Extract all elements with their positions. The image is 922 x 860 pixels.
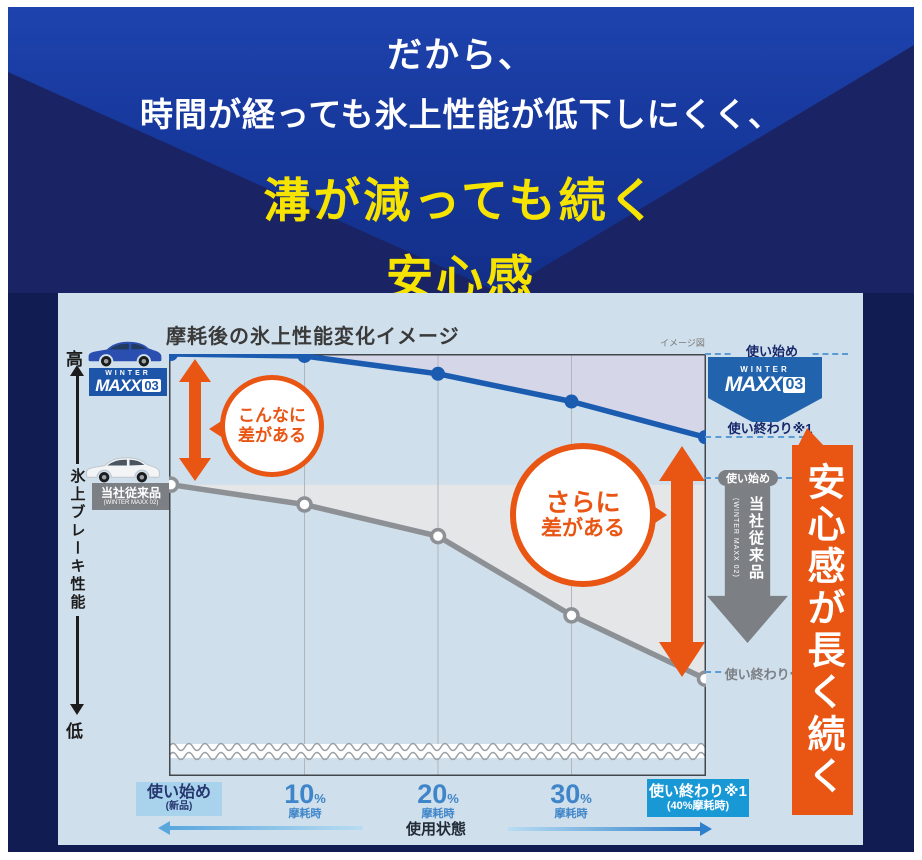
wear-suffix: 摩耗時 — [554, 808, 588, 820]
wear-30-value: 30 — [550, 779, 581, 809]
header-text-block: だから、 時間が経っても氷上性能が低下しにくく、 溝が減っても続く 安心感 — [8, 7, 914, 293]
arrow-up-icon — [70, 365, 84, 376]
x-label-start-badge: 使い始め (新品) — [136, 782, 222, 816]
header-highlight-line-1: 溝が減っても続く — [263, 174, 659, 227]
chart-title: 摩耗後の氷上性能変化イメージ — [166, 326, 460, 348]
blue-car-image — [88, 341, 162, 367]
gap-double-arrow-left — [179, 359, 211, 481]
percent-sign: % — [314, 791, 326, 806]
bubble-tail-left-icon — [209, 420, 223, 438]
chart-panel: 摩耗後の氷上性能変化イメージ イメージ図 高 氷上ブレーキ性能 低 — [58, 293, 863, 845]
white-car-image — [86, 457, 160, 483]
gap2-text-line1: さらに — [545, 488, 621, 517]
header-banner: だから、 時間が経っても氷上性能が低下しにくく、 溝が減っても続く 安心感 — [8, 7, 914, 293]
previous-product-badge: 当社従来品 (WINTER MAXX 02) — [92, 483, 170, 510]
gray-end-label: 使い終わり※1 — [724, 664, 810, 683]
percent-sign: % — [580, 791, 592, 806]
y-axis-line — [75, 376, 79, 464]
gap2-text-line2: 差がある — [541, 517, 625, 541]
logo-winter-text: WINTER — [105, 370, 151, 377]
y-axis: 氷上ブレーキ性能 — [64, 365, 90, 715]
x-label-30pct: 30% 摩耗時 — [531, 781, 611, 820]
header-highlight-line-2: 安心感 — [386, 251, 536, 293]
usage-direction-arrow-left — [158, 821, 363, 835]
arrow-down-icon — [70, 704, 84, 715]
wear-suffix: 摩耗時 — [288, 808, 322, 820]
gap1-text-line1: こんなに — [238, 406, 306, 426]
y-axis-line — [75, 616, 79, 704]
gray-arrow-product-model: (WINTER MAXX 02) — [732, 498, 739, 578]
logo-maxx-text: MAXX — [95, 376, 141, 395]
x-end-sub: (40%摩耗時) — [666, 800, 730, 813]
x-label-20pct: 20% 摩耗時 — [398, 781, 478, 820]
wear-suffix: 摩耗時 — [421, 808, 455, 820]
chart-section: 摩耗後の氷上性能変化イメージ イメージ図 高 氷上ブレーキ性能 低 — [8, 293, 914, 852]
gap-double-arrow-right — [659, 446, 705, 677]
banner-text: 安心感が長く続く — [801, 462, 843, 798]
x-start-sub: (新品) — [165, 801, 193, 813]
gray-start-label: 使い始め — [718, 470, 778, 486]
blue-end-label: 使い終わり※1 — [716, 421, 824, 437]
gap-callout-bubble-2: さらに 差がある — [510, 443, 667, 587]
image-disclaimer-note: イメージ図 — [660, 338, 705, 348]
logo-model-number: 03 — [142, 378, 161, 393]
previous-product-name: 当社従来品 — [100, 485, 161, 500]
logo-model-number: 03 — [783, 375, 806, 393]
x-label-10pct: 10% 摩耗時 — [265, 781, 345, 820]
header-line-1: だから、 — [386, 36, 535, 75]
winter-maxx-03-logo: WINTER MAXX 03 — [724, 365, 806, 429]
gray-arrow-product-name: 当社従来品 — [747, 496, 764, 581]
wear-20-value: 20 — [417, 779, 448, 809]
wear-10-value: 10 — [284, 779, 315, 809]
x-end-main: 使い終わり※1 — [649, 782, 747, 800]
logo-maxx-text: MAXX — [724, 373, 783, 396]
header-line-2: 時間が経っても氷上性能が低下しにくく、 — [139, 96, 783, 133]
wm02-lifespan-arrow: 当社従来品 (WINTER MAXX 02) — [707, 486, 788, 643]
x-axis-title: 使用状態 — [405, 821, 466, 838]
wm03-lifespan-arrow: WINTER MAXX 03 — [708, 357, 822, 429]
winter-maxx-03-badge: WINTER MAXX 03 — [89, 368, 167, 396]
x-label-end-badge: 使い終わり※1 (40%摩耗時) — [647, 779, 749, 817]
winter-maxx-03-logo: WINTER MAXX 03 — [95, 370, 161, 394]
gap1-text-line2: 差がある — [238, 426, 306, 445]
logo-winter-text: WINTER — [740, 365, 790, 374]
usage-direction-arrow-right — [508, 822, 712, 836]
dashed-level-blue-end — [705, 436, 805, 438]
previous-product-model: (WINTER MAXX 02) — [103, 499, 159, 506]
y-axis-high-label: 高 — [66, 350, 83, 369]
x-start-main: 使い始め — [146, 784, 211, 802]
y-axis-label: 氷上ブレーキ性能 — [68, 468, 86, 612]
bubble-tail-right-icon — [652, 505, 667, 525]
y-axis-low-label: 低 — [66, 722, 83, 741]
reassurance-banner: 安心感が長く続く — [792, 445, 853, 815]
gap-callout-bubble-1: こんなに 差がある — [209, 375, 324, 477]
percent-sign: % — [447, 791, 459, 806]
blue-start-label: 使い始め — [732, 344, 812, 360]
